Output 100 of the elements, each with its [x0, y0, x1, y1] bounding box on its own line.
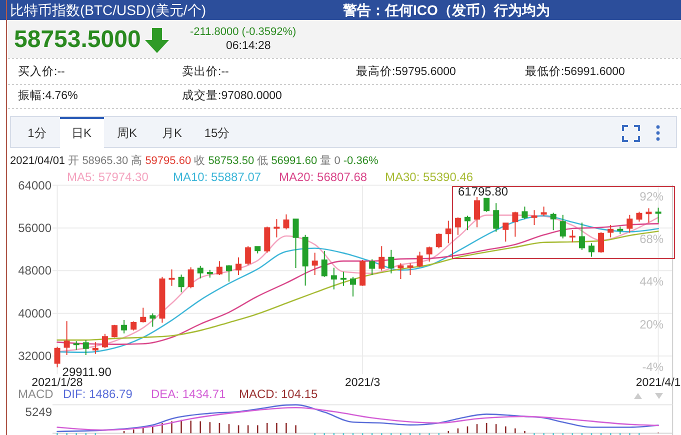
text: 振幅:4.76% [18, 89, 78, 102]
candlestick [350, 276, 356, 298]
candlestick [168, 268, 175, 286]
candlestick [216, 260, 222, 276]
candlestick [454, 216, 461, 236]
text: 成交量:97080.0000 [182, 88, 282, 102]
text: DIF: 1486.79 [63, 387, 133, 401]
candlestick [569, 230, 576, 243]
candlestick [502, 222, 509, 242]
candlestick [236, 256, 242, 276]
candlestick [206, 269, 213, 278]
text: 15分 [204, 126, 230, 140]
candlestick [608, 224, 614, 238]
candlestick [550, 212, 556, 231]
candlestick [598, 232, 604, 254]
candlestick [102, 333, 108, 349]
candlestick [636, 211, 642, 222]
candlestick [159, 276, 166, 324]
y-tick-label: 56000 [18, 220, 52, 235]
candlestick [646, 208, 652, 224]
candlestick [82, 340, 89, 356]
text: MA10: 55887.07 [173, 170, 262, 184]
candlestick [254, 246, 261, 254]
candlestick [112, 324, 118, 338]
candlestick [188, 266, 194, 289]
y-tick-label: 48000 [18, 264, 52, 278]
candlestick [484, 198, 490, 212]
candlestick [178, 274, 184, 293]
text: 58753.5000 [14, 26, 141, 53]
chart-title: 比特币指数(BTC/USD)(美元/个) [10, 2, 206, 18]
candlestick [292, 218, 299, 269]
y2-tick-label: 68% [640, 232, 664, 246]
text: 最高价:59795.6000 [356, 64, 456, 78]
candlestick [426, 246, 432, 262]
candlestick [283, 214, 290, 230]
candlestick [330, 267, 337, 290]
candlestick [407, 262, 414, 276]
candlestick [340, 271, 346, 286]
candlestick [92, 342, 98, 354]
text: MA20: 56807.68 [279, 170, 368, 184]
y2-tick-label: 92% [640, 189, 664, 204]
text: 1分 [28, 126, 46, 140]
x-tick-label: 2021/1/28 [32, 377, 83, 390]
candlestick [150, 312, 156, 328]
candlestick [274, 218, 280, 238]
text: 5249 [25, 405, 52, 419]
x-tick-label: 2021/4/1 [636, 377, 681, 390]
text: 月K [162, 126, 182, 140]
text: MACD: 104.15 [239, 387, 318, 401]
candlestick [588, 242, 595, 258]
candlestick [378, 246, 385, 272]
text: 周K [116, 126, 138, 140]
text: 日K [71, 126, 92, 140]
candlestick [578, 222, 585, 250]
candlestick [264, 226, 270, 254]
candlestick [73, 340, 80, 350]
candlestick [522, 206, 528, 220]
text: MA5: 57974.30 [67, 170, 149, 184]
candlestick [464, 215, 470, 231]
candlestick [245, 246, 252, 266]
candlestick [540, 206, 547, 216]
candlestick [617, 226, 624, 234]
y2-tick-label: 20% [640, 317, 664, 332]
y-tick-label: 40000 [18, 306, 52, 320]
candlestick [369, 258, 376, 276]
candlestick [226, 264, 232, 282]
candlestick [312, 252, 318, 276]
y2-tick-label: 44% [640, 274, 664, 289]
candlestick [655, 207, 662, 224]
text: 买入价:-- [18, 64, 66, 78]
annotation: 61795.80 [458, 184, 508, 199]
x-tick-label: 2021/3 [344, 377, 380, 390]
candlestick [416, 251, 423, 268]
text: 2021/04/01 开 58965.30 高 59795.60 收 58753.50 低 56991.60 量 0 -0.36% [10, 155, 378, 167]
candlestick [512, 211, 518, 238]
candlestick [493, 202, 500, 232]
candlestick [302, 234, 308, 286]
candlestick [54, 346, 60, 368]
candlestick [626, 214, 633, 234]
candlestick [130, 320, 137, 331]
candlestick [560, 214, 566, 239]
candlestick [474, 196, 480, 228]
text: 06:14:28 [226, 40, 271, 52]
y-tick-label: 64000 [18, 178, 52, 192]
candlestick [398, 262, 404, 280]
candlestick [64, 320, 70, 356]
candlestick [197, 265, 204, 279]
candlestick [445, 220, 452, 244]
text: 最低价:56991.6000 [525, 65, 625, 78]
text: 卖出价:-- [182, 65, 230, 78]
text: 警告：任何ICO（发币）行为均为 [342, 2, 550, 18]
candlestick [121, 320, 128, 334]
text: MA30: 55390.46 [385, 170, 474, 184]
y-tick-label: 32000 [18, 349, 52, 364]
candlestick [140, 307, 146, 323]
candlestick [321, 250, 328, 278]
candlestick [360, 260, 366, 286]
y2-tick-label: -4% [642, 360, 664, 374]
candlestick [388, 249, 394, 274]
candlestick [531, 210, 538, 226]
